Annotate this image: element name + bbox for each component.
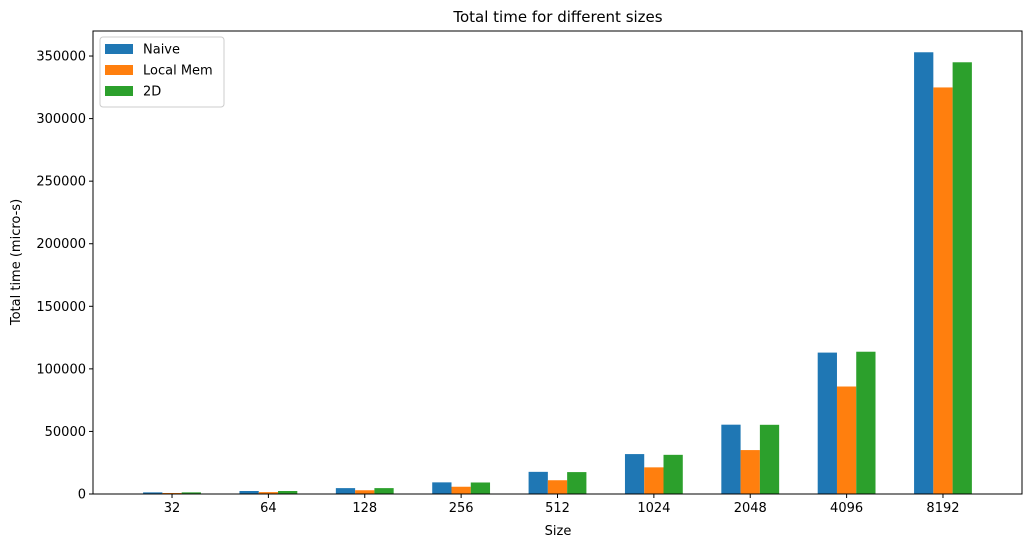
legend-swatch-local-mem xyxy=(105,65,133,75)
y-tick-label: 300000 xyxy=(36,112,86,127)
bar-2d-1024 xyxy=(663,454,683,494)
legend-swatch-2d xyxy=(105,86,133,96)
bar-2d-8192 xyxy=(952,62,972,494)
bar-2d-256 xyxy=(470,482,491,494)
x-axis-label: Size xyxy=(545,524,572,539)
bar-naive-1024 xyxy=(624,454,645,494)
bar-naive-256 xyxy=(432,482,452,494)
bar-2d-2048 xyxy=(759,424,780,494)
y-tick-label: 150000 xyxy=(36,300,86,315)
bar-2d-64 xyxy=(278,491,298,494)
bar-naive-512 xyxy=(528,471,548,494)
bar-2d-128 xyxy=(374,488,394,494)
bar-naive-2048 xyxy=(721,424,741,494)
bar-naive-8192 xyxy=(914,52,934,495)
legend-label-local-mem: Local Mem xyxy=(143,64,213,79)
y-tick-label: 50000 xyxy=(45,425,86,440)
bar-naive-4096 xyxy=(817,352,837,494)
chart-title: Total time for different sizes xyxy=(452,8,662,26)
bar-local-mem-128 xyxy=(355,490,375,494)
bar-2d-4096 xyxy=(856,351,876,494)
bar-naive-64 xyxy=(239,491,259,494)
legend-label-naive: Naive xyxy=(143,43,180,58)
y-tick-label: 100000 xyxy=(36,362,86,377)
legend: Naive Local Mem 2D xyxy=(99,36,225,108)
bar-2d-512 xyxy=(567,472,587,494)
bars-group xyxy=(143,52,972,495)
x-tick-label: 8192 xyxy=(926,501,959,516)
x-tick-label: 2048 xyxy=(734,501,767,516)
bar-local-mem-256 xyxy=(451,486,471,494)
x-tick-label: 1024 xyxy=(637,501,670,516)
x-tick-label: 256 xyxy=(449,501,474,516)
x-tick-label: 64 xyxy=(260,501,277,516)
y-tick-label: 350000 xyxy=(36,50,86,65)
y-tick-label: 200000 xyxy=(36,237,86,252)
bar-2d-32 xyxy=(181,492,201,494)
bar-naive-128 xyxy=(335,488,356,494)
bar-local-mem-512 xyxy=(547,480,568,494)
y-tick-label: 0 xyxy=(78,488,86,503)
legend-label-2d: 2D xyxy=(143,85,161,100)
x-tick-label: 128 xyxy=(352,501,377,516)
x-tick-label: 4096 xyxy=(830,501,863,516)
bar-local-mem-1024 xyxy=(644,467,664,494)
y-axis-label: Total time (micro-s) xyxy=(9,199,24,326)
y-axis: 0 50000 100000 150000 200000 250000 300000 3500… xyxy=(36,50,93,503)
bar-local-mem-4096 xyxy=(836,386,857,494)
bar-naive-32 xyxy=(143,492,163,494)
bar-local-mem-2048 xyxy=(740,450,760,494)
legend-swatch-naive xyxy=(105,44,133,54)
x-tick-label: 512 xyxy=(545,501,570,516)
y-tick-label: 250000 xyxy=(36,175,86,190)
bar-local-mem-64 xyxy=(258,492,279,494)
x-axis: 32 64 128 256 512 1024 2048 4096 8192 xyxy=(164,494,960,516)
x-tick-label: 32 xyxy=(164,501,181,516)
bar-local-mem-8192 xyxy=(933,87,953,494)
